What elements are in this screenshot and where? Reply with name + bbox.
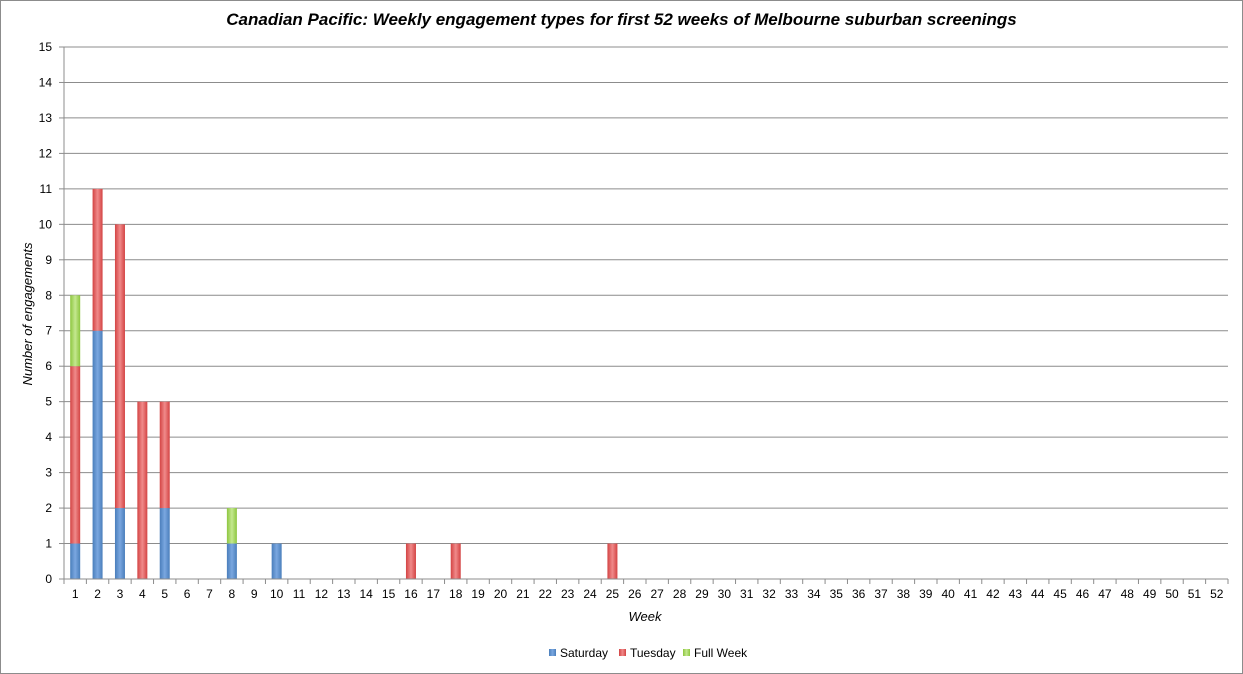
legend-swatch-full-week	[683, 649, 690, 656]
bar-saturday-week-5	[159, 508, 170, 579]
x-tick-label: 17	[427, 587, 441, 601]
y-tick-label: 15	[39, 40, 53, 54]
y-tick-label: 1	[45, 537, 52, 551]
y-tick-label: 7	[45, 324, 52, 338]
x-tick-label: 44	[1031, 587, 1045, 601]
x-tick-label: 10	[270, 587, 284, 601]
bar-saturday-week-10	[271, 543, 282, 579]
x-tick-label: 13	[337, 587, 351, 601]
x-tick-label: 2	[94, 587, 101, 601]
y-axis-label: Number of engagements	[20, 242, 35, 386]
x-tick-label: 39	[919, 587, 933, 601]
y-tick-label: 11	[40, 182, 53, 196]
x-tick-label: 45	[1053, 587, 1067, 601]
x-tick-label: 4	[139, 587, 146, 601]
y-tick-label: 9	[45, 253, 52, 267]
x-tick-label: 27	[651, 587, 665, 601]
bar-saturday-week-3	[114, 508, 125, 579]
x-tick-label: 12	[315, 587, 329, 601]
x-tick-label: 15	[382, 587, 396, 601]
x-tick-label: 26	[628, 587, 642, 601]
x-axis-label: Week	[629, 609, 663, 624]
y-tick-label: 5	[45, 395, 52, 409]
x-tick-label: 22	[539, 587, 553, 601]
bar-tuesday-week-5	[159, 401, 170, 509]
x-tick-label: 6	[184, 587, 191, 601]
x-tick-label: 40	[942, 587, 956, 601]
y-tick-label: 12	[39, 146, 53, 160]
x-tick-label: 41	[964, 587, 978, 601]
x-tick-label: 1	[72, 587, 79, 601]
y-tick-label: 8	[45, 288, 52, 302]
y-tick-label: 10	[39, 217, 53, 231]
legend-label-saturday: Saturday	[560, 646, 608, 660]
x-tick-label: 3	[117, 587, 124, 601]
x-tick-label: 21	[516, 587, 530, 601]
y-tick-label: 6	[45, 359, 52, 373]
bar-tuesday-week-1	[70, 366, 81, 544]
bar-tuesday-week-2	[92, 188, 103, 331]
legend-swatch-tuesday	[619, 649, 626, 656]
x-tick-label: 11	[293, 587, 306, 601]
bar-saturday-week-8	[226, 543, 237, 579]
x-tick-label: 25	[606, 587, 620, 601]
bar-tuesday-week-25	[607, 543, 618, 579]
x-tick-label: 7	[206, 587, 213, 601]
x-tick-label: 20	[494, 587, 508, 601]
y-tick-label: 14	[39, 75, 53, 89]
x-tick-label: 52	[1210, 587, 1224, 601]
bar-full-week-week-8	[226, 508, 237, 544]
x-tick-label: 37	[874, 587, 888, 601]
x-tick-label: 33	[785, 587, 799, 601]
legend-swatch-saturday	[549, 649, 556, 656]
x-tick-label: 5	[161, 587, 168, 601]
legend-label-full-week: Full Week	[694, 646, 748, 660]
x-tick-label: 23	[561, 587, 575, 601]
x-tick-label: 43	[1009, 587, 1023, 601]
x-tick-label: 31	[740, 587, 754, 601]
y-tick-label: 3	[45, 466, 52, 480]
bar-tuesday-week-18	[450, 543, 461, 579]
x-tick-label: 34	[807, 587, 821, 601]
x-tick-label: 42	[986, 587, 1000, 601]
bar-tuesday-week-3	[114, 224, 125, 509]
chart-title: Canadian Pacific: Weekly engagement type…	[226, 10, 1017, 29]
y-tick-label: 4	[45, 430, 52, 444]
x-tick-label: 24	[583, 587, 597, 601]
x-tick-label: 46	[1076, 587, 1090, 601]
x-tick-label: 51	[1188, 587, 1202, 601]
x-tick-label: 32	[762, 587, 776, 601]
x-tick-label: 29	[695, 587, 709, 601]
x-tick-label: 50	[1165, 587, 1179, 601]
x-tick-label: 28	[673, 587, 687, 601]
x-tick-label: 35	[830, 587, 844, 601]
x-tick-label: 38	[897, 587, 911, 601]
bar-tuesday-week-4	[137, 401, 148, 579]
x-tick-label: 48	[1121, 587, 1135, 601]
x-tick-label: 47	[1098, 587, 1112, 601]
y-tick-label: 13	[39, 111, 53, 125]
legend: Saturday Tuesday Full Week	[549, 646, 748, 660]
x-tick-label: 8	[229, 587, 236, 601]
y-tick-label: 2	[45, 501, 52, 515]
legend-label-tuesday: Tuesday	[630, 646, 676, 660]
x-tick-label: 14	[360, 587, 374, 601]
bar-saturday-week-1	[70, 543, 81, 579]
x-tick-label: 9	[251, 587, 258, 601]
x-tick-label: 19	[471, 587, 485, 601]
x-tick-label: 49	[1143, 587, 1157, 601]
y-tick-label: 0	[45, 572, 52, 586]
x-tick-label: 30	[718, 587, 732, 601]
x-tick-label: 16	[404, 587, 418, 601]
x-tick-label: 36	[852, 587, 866, 601]
bar-saturday-week-2	[92, 330, 103, 579]
bar-tuesday-week-16	[405, 543, 416, 579]
x-tick-label: 18	[449, 587, 463, 601]
bar-full-week-week-1	[70, 295, 81, 367]
